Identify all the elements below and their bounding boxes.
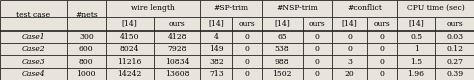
Text: 1.96: 1.96 <box>408 70 425 78</box>
Text: [14]: [14] <box>209 20 224 28</box>
Text: 0: 0 <box>380 70 384 78</box>
Text: 1.5: 1.5 <box>410 58 422 66</box>
Text: 0.03: 0.03 <box>446 33 463 41</box>
Text: 382: 382 <box>209 58 224 66</box>
Text: 149: 149 <box>209 45 224 53</box>
Text: 3: 3 <box>347 58 352 66</box>
Text: 0: 0 <box>245 33 249 41</box>
Text: 300: 300 <box>79 33 94 41</box>
Text: 65: 65 <box>277 33 287 41</box>
Text: 0: 0 <box>347 33 352 41</box>
Text: [14]: [14] <box>274 20 290 28</box>
Text: 988: 988 <box>275 58 290 66</box>
Text: 14242: 14242 <box>118 70 142 78</box>
Text: ours: ours <box>238 20 255 28</box>
Text: 538: 538 <box>275 45 290 53</box>
Text: 0: 0 <box>380 45 384 53</box>
Text: 600: 600 <box>79 45 93 53</box>
Text: 800: 800 <box>79 58 93 66</box>
Text: 0.39: 0.39 <box>446 70 463 78</box>
Text: Case4: Case4 <box>22 70 46 78</box>
Text: [14]: [14] <box>122 20 137 28</box>
Text: 1000: 1000 <box>76 70 96 78</box>
Text: 7928: 7928 <box>167 45 187 53</box>
Text: ours: ours <box>447 20 463 28</box>
Text: #NSP-trim: #NSP-trim <box>276 4 318 12</box>
Text: 0: 0 <box>245 45 249 53</box>
Text: 0: 0 <box>315 45 320 53</box>
Text: 0: 0 <box>315 58 320 66</box>
Text: 1: 1 <box>414 45 419 53</box>
Text: 0: 0 <box>315 33 320 41</box>
Text: Case3: Case3 <box>22 58 46 66</box>
Text: test case: test case <box>17 11 51 19</box>
Text: 0: 0 <box>380 33 384 41</box>
Text: 0.27: 0.27 <box>446 58 463 66</box>
Text: 8024: 8024 <box>120 45 139 53</box>
Text: 713: 713 <box>209 70 224 78</box>
Text: 0.12: 0.12 <box>446 45 463 53</box>
Text: [14]: [14] <box>408 20 424 28</box>
Text: ours: ours <box>309 20 326 28</box>
Text: CPU time (sec): CPU time (sec) <box>407 4 464 12</box>
Text: [14]: [14] <box>342 20 357 28</box>
Text: 10834: 10834 <box>165 58 189 66</box>
Text: 0: 0 <box>245 58 249 66</box>
Text: 4: 4 <box>214 33 219 41</box>
Text: 13608: 13608 <box>165 70 189 78</box>
Text: 0: 0 <box>380 58 384 66</box>
Text: Case1: Case1 <box>22 33 46 41</box>
Text: ours: ours <box>169 20 185 28</box>
Text: 0.5: 0.5 <box>410 33 422 41</box>
Text: 4150: 4150 <box>120 33 139 41</box>
Text: ours: ours <box>374 20 391 28</box>
Text: 0: 0 <box>245 70 249 78</box>
Text: #SP-trim: #SP-trim <box>213 4 248 12</box>
Text: 20: 20 <box>345 70 355 78</box>
Text: 1502: 1502 <box>273 70 292 78</box>
Text: 0: 0 <box>347 45 352 53</box>
Text: #conflict: #conflict <box>347 4 382 12</box>
Text: 4128: 4128 <box>167 33 187 41</box>
Text: wire length: wire length <box>131 4 175 12</box>
Text: 11216: 11216 <box>118 58 142 66</box>
Text: 0: 0 <box>315 70 320 78</box>
Text: Case2: Case2 <box>22 45 46 53</box>
Text: #nets: #nets <box>75 11 98 19</box>
